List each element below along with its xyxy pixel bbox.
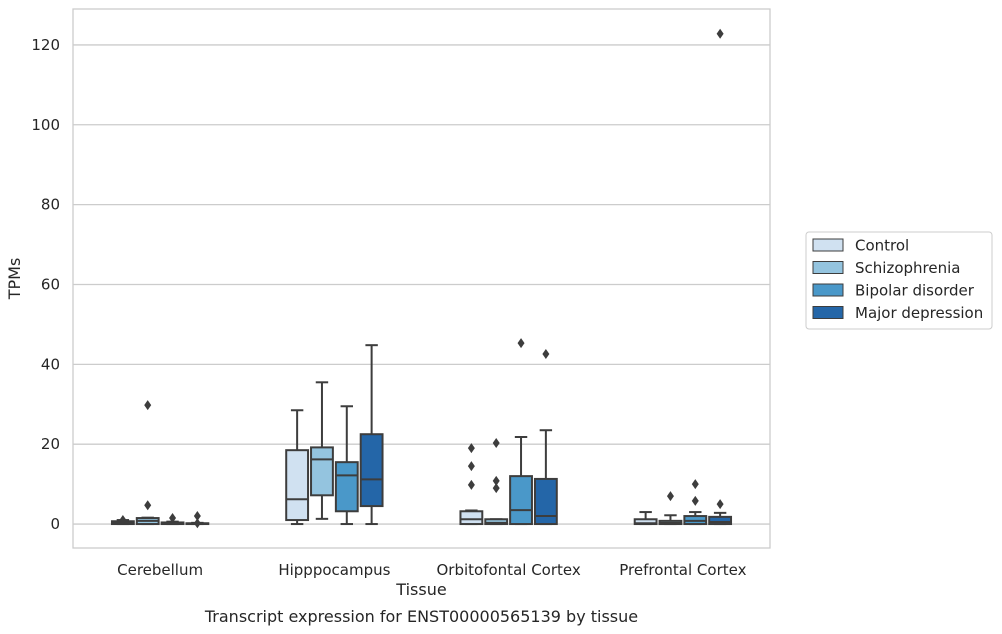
y-tick-label: 80 <box>41 196 60 214</box>
box-major-depression <box>533 348 558 526</box>
legend-frame <box>805 231 993 330</box>
y-tick-label: 40 <box>41 355 60 373</box>
box-control <box>459 443 484 526</box>
box-bipolar-disorder <box>683 479 708 526</box>
box-control <box>110 515 135 526</box>
legend-label: Bipolar disorder <box>855 282 975 300</box>
outlier-point <box>467 479 475 490</box>
outlier-point <box>716 499 724 510</box>
x-tick-label: Hipppocampus <box>278 561 390 579</box>
outlier-point <box>119 515 127 526</box>
outlier-point <box>716 28 724 39</box>
outlier-point <box>144 500 152 511</box>
box-body <box>334 461 359 513</box>
outlier-point <box>691 495 699 506</box>
box-control <box>285 409 310 526</box>
legend-label: Control <box>855 237 909 255</box>
outlier-point <box>542 348 550 359</box>
box-series <box>110 28 733 529</box>
x-axis-ticks: Cerebellum Hipppocampus Orbitofontal Corte… <box>117 561 746 579</box>
x-axis-label: Tissue <box>395 580 446 599</box>
outlier-point <box>193 518 201 529</box>
y-axis-label: TPMs <box>5 258 24 301</box>
box-body <box>484 518 509 526</box>
y-tick-label: 100 <box>31 116 60 134</box>
box-body <box>509 475 533 526</box>
box-body <box>359 433 384 508</box>
box-body <box>708 515 733 526</box>
outlier-point <box>169 513 177 524</box>
outlier-point <box>144 400 152 411</box>
legend-label: Schizophrenia <box>855 259 960 277</box>
legend-swatch <box>812 283 844 297</box>
box-schizophrenia <box>135 400 160 526</box>
box-body <box>459 510 484 526</box>
box-bipolar-disorder <box>509 338 533 526</box>
box-body <box>533 477 558 526</box>
box-control <box>633 511 658 526</box>
outlier-point <box>492 437 500 448</box>
y-tick-label: 0 <box>50 515 60 533</box>
outlier-point <box>666 491 674 502</box>
box-schizophrenia <box>658 491 683 526</box>
outlier-point <box>517 338 525 349</box>
outlier-point <box>691 479 699 490</box>
outlier-point <box>492 483 500 494</box>
x-tick-label: Orbitofontal Cortex <box>437 561 581 579</box>
outlier-point <box>492 475 500 486</box>
box-schizophrenia <box>310 381 334 520</box>
box-major-depression <box>185 511 210 529</box>
y-tick-label: 120 <box>31 36 60 54</box>
grid-lines <box>73 44 770 525</box>
y-tick-label: 20 <box>41 435 60 453</box>
box-bipolar-disorder <box>160 513 185 526</box>
box-major-depression <box>359 344 384 526</box>
chart-caption: Transcript expression for ENST0000056513… <box>204 607 638 626</box>
box-body <box>310 446 334 497</box>
outlier-point <box>193 511 201 522</box>
legend-swatch <box>812 306 844 319</box>
x-tick-label: Cerebellum <box>117 561 203 579</box>
y-axis-ticks: 0 20 40 60 80 100 120 <box>31 36 60 533</box>
legend-swatch <box>812 238 844 252</box>
y-tick-label: 60 <box>41 275 60 293</box>
plot-area-frame <box>72 8 771 549</box>
box-major-depression <box>708 28 733 526</box>
legend-swatch <box>812 261 844 274</box>
legend: Control Schizophrenia Bipolar disorder Majo… <box>805 231 993 330</box>
outlier-point <box>467 461 475 472</box>
box-body <box>285 449 310 522</box>
x-tick-label: Prefrontal Cortex <box>619 561 746 579</box>
legend-label: Major depression <box>855 304 983 322</box>
box-schizophrenia <box>484 437 509 526</box>
outlier-point <box>467 443 475 454</box>
box-bipolar-disorder <box>334 405 359 526</box>
